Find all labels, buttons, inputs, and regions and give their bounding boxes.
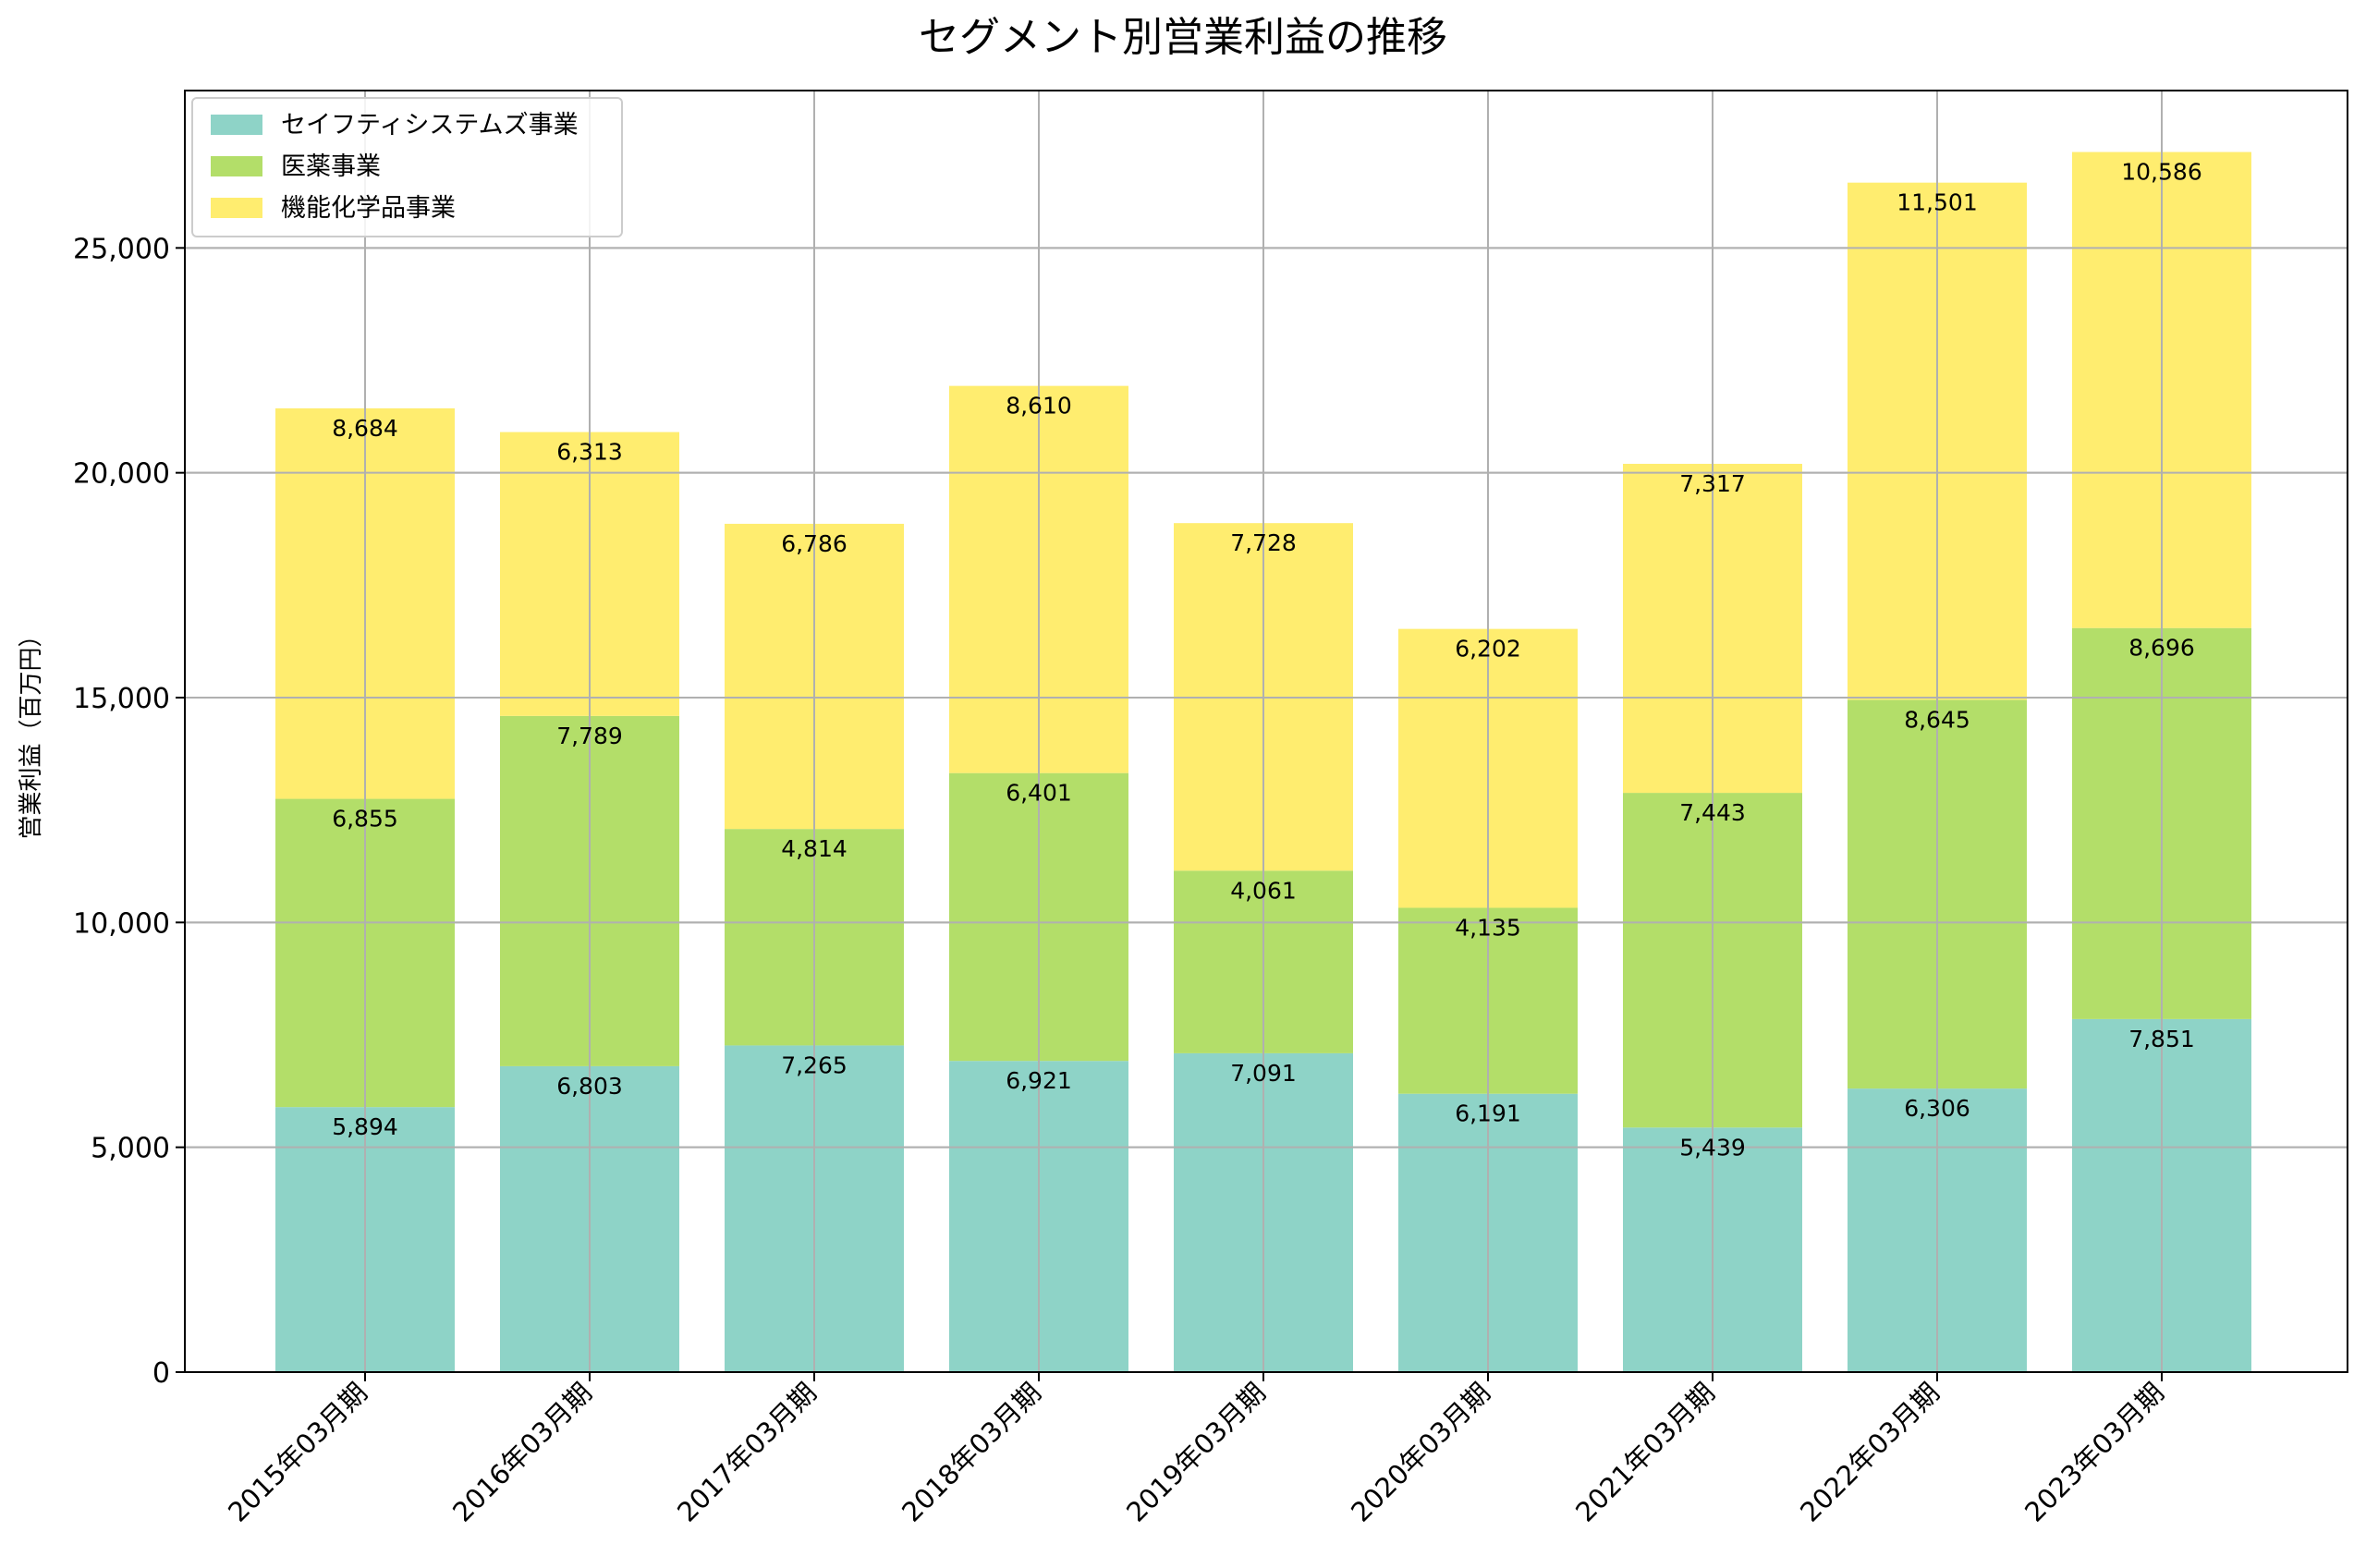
y-tick-label: 15,000	[73, 683, 170, 715]
data-label: 6,202	[1455, 636, 1521, 662]
data-label: 8,610	[1006, 393, 1072, 419]
data-label: 6,803	[556, 1073, 623, 1100]
data-label: 8,684	[332, 415, 398, 442]
y-tick-label: 25,000	[73, 233, 170, 265]
legend-entry: 医薬事業	[281, 152, 381, 181]
x-tick-label: 2020年03月期	[1345, 1377, 1496, 1528]
data-label: 4,135	[1455, 914, 1521, 941]
data-label: 6,921	[1006, 1067, 1072, 1094]
data-label: 8,696	[2128, 635, 2195, 662]
data-label: 5,439	[1679, 1134, 1746, 1161]
x-axis: 2015年03月期 2016年03月期 2017年03月期 2018年03月期 2019…	[222, 1372, 2170, 1528]
plot-area-frame	[184, 90, 2348, 1373]
x-tick-label: 2016年03月期	[446, 1377, 598, 1528]
legend-swatch	[211, 198, 262, 218]
data-label: 6,855	[332, 806, 398, 833]
legend-entry: セイフティシステムズ事業	[281, 111, 579, 140]
y-axis-label: 営業利益（百万円）	[18, 623, 45, 839]
data-label: 6,313	[556, 439, 623, 466]
data-label: 7,317	[1679, 470, 1746, 497]
data-label: 5,894	[332, 1113, 398, 1140]
data-label: 7,789	[556, 723, 623, 749]
data-label: 7,091	[1230, 1060, 1297, 1087]
legend-box	[191, 97, 623, 237]
y-tick-label: 20,000	[73, 458, 170, 491]
data-labels: 5,894 6,855 8,684 6,803 7,789 6,313 7,265 4,814…	[332, 159, 2202, 1161]
y-tick-label: 5,000	[91, 1133, 170, 1165]
x-tick-label: 2023年03月期	[2018, 1377, 2170, 1528]
legend-entry: 機能化学品事業	[281, 194, 456, 223]
y-tick-label: 10,000	[73, 907, 170, 940]
y-axis: 0 5,000 10,000 15,000 20,000 25,000	[73, 233, 185, 1390]
data-label: 6,191	[1455, 1100, 1521, 1127]
data-label: 6,401	[1006, 780, 1072, 807]
data-label: 4,061	[1230, 877, 1297, 904]
data-label: 7,728	[1230, 529, 1297, 556]
grid-lines-overlay	[185, 91, 2348, 1373]
x-tick-label: 2022年03月期	[1794, 1377, 1945, 1528]
data-label: 8,645	[1904, 706, 1970, 733]
x-tick-label: 2015年03月期	[222, 1377, 373, 1528]
x-tick-label: 2019年03月期	[1120, 1377, 1272, 1528]
data-label: 6,306	[1904, 1095, 1970, 1122]
y-tick-label: 0	[152, 1357, 170, 1390]
data-label: 7,851	[2128, 1026, 2195, 1052]
legend-swatch	[211, 156, 262, 176]
x-tick-label: 2021年03月期	[1569, 1377, 1721, 1528]
data-label: 11,501	[1896, 189, 1977, 216]
x-tick-label: 2017年03月期	[671, 1377, 823, 1528]
data-label: 10,586	[2121, 159, 2201, 186]
x-tick-label: 2018年03月期	[896, 1377, 1047, 1528]
data-label: 7,443	[1679, 799, 1746, 826]
data-label: 7,265	[781, 1051, 848, 1078]
legend-swatch	[211, 115, 262, 135]
data-label: 6,786	[781, 530, 848, 557]
chart-title: セグメント別営業利益の推移	[919, 14, 1447, 61]
data-label: 4,814	[781, 835, 848, 862]
